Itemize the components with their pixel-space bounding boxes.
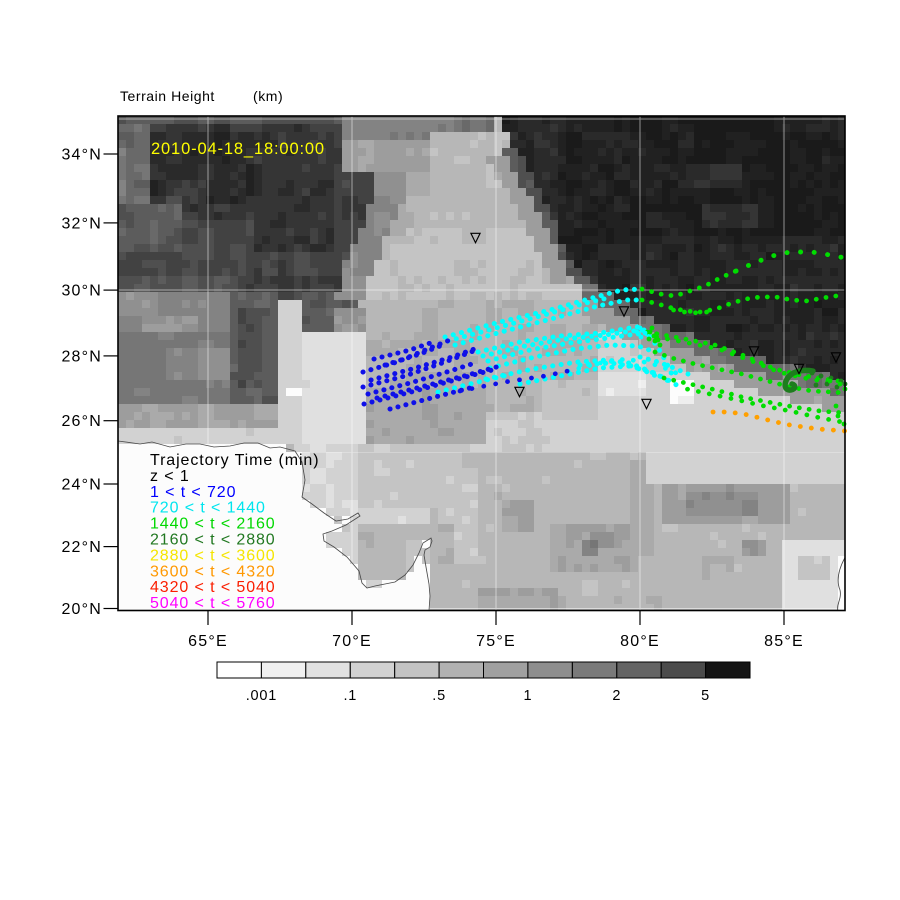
svg-text:85°E: 85°E bbox=[764, 633, 804, 650]
svg-text:3600 < t < 4320: 3600 < t < 4320 bbox=[150, 563, 276, 580]
svg-text:2010-04-18_18:00:00: 2010-04-18_18:00:00 bbox=[151, 140, 325, 158]
svg-text:26°N: 26°N bbox=[61, 413, 102, 430]
svg-text:4320 < t < 5040: 4320 < t < 5040 bbox=[150, 579, 276, 596]
svg-text:720 < t < 1440: 720 < t < 1440 bbox=[150, 500, 266, 517]
svg-text:22°N: 22°N bbox=[61, 539, 102, 556]
svg-text:Trajectory Time (min): Trajectory Time (min) bbox=[150, 452, 319, 469]
svg-text:70°E: 70°E bbox=[332, 633, 372, 650]
svg-text:(km): (km) bbox=[253, 88, 283, 104]
svg-text:.5: .5 bbox=[432, 688, 446, 704]
svg-text:1 < t < 720: 1 < t < 720 bbox=[150, 484, 236, 501]
svg-text:24°N: 24°N bbox=[61, 477, 102, 494]
svg-text:28°N: 28°N bbox=[61, 348, 102, 365]
svg-text:1440 < t < 2160: 1440 < t < 2160 bbox=[150, 516, 276, 533]
svg-text:2880 < t < 3600: 2880 < t < 3600 bbox=[150, 547, 276, 564]
svg-text:z < 1: z < 1 bbox=[150, 468, 190, 485]
svg-text:65°E: 65°E bbox=[188, 633, 228, 650]
svg-text:.1: .1 bbox=[343, 688, 357, 704]
svg-text:32°N: 32°N bbox=[61, 215, 102, 232]
svg-text:80°E: 80°E bbox=[620, 633, 660, 650]
svg-text:Terrain Height: Terrain Height bbox=[120, 88, 215, 104]
svg-text:34°N: 34°N bbox=[61, 147, 102, 164]
svg-text:30°N: 30°N bbox=[61, 283, 102, 300]
svg-text:20°N: 20°N bbox=[61, 601, 102, 618]
svg-text:1: 1 bbox=[523, 688, 532, 704]
svg-text:75°E: 75°E bbox=[476, 633, 516, 650]
svg-text:5040 < t < 5760: 5040 < t < 5760 bbox=[150, 595, 276, 612]
svg-text:2: 2 bbox=[612, 688, 621, 704]
svg-text:5: 5 bbox=[701, 688, 710, 704]
svg-text:2160 < t < 2880: 2160 < t < 2880 bbox=[150, 532, 276, 549]
svg-text:.001: .001 bbox=[246, 688, 277, 704]
